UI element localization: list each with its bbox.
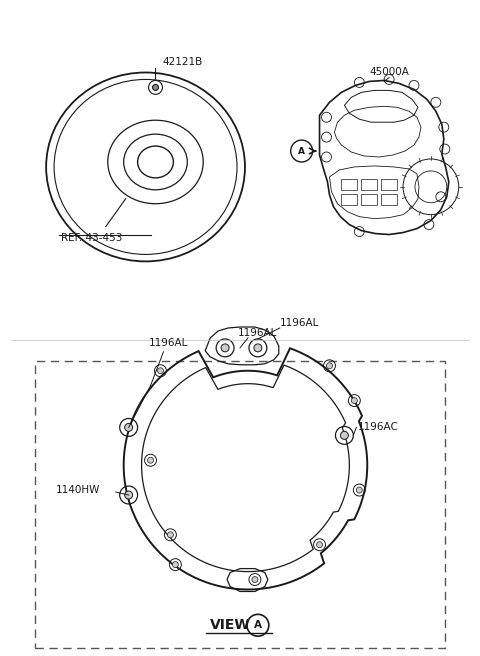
- Text: 42121B: 42121B: [162, 56, 203, 66]
- Bar: [35, 361, 445, 647]
- Circle shape: [252, 577, 258, 583]
- Circle shape: [125, 423, 132, 432]
- Text: 45000A: 45000A: [369, 68, 409, 77]
- Circle shape: [125, 491, 132, 499]
- Circle shape: [340, 432, 348, 440]
- Bar: [381, 179, 397, 190]
- Text: 1196AL: 1196AL: [148, 338, 188, 348]
- Text: REF. 43-453: REF. 43-453: [61, 233, 122, 243]
- Circle shape: [147, 457, 154, 463]
- Bar: [361, 179, 377, 190]
- Bar: [341, 179, 357, 190]
- Text: 1196AC: 1196AC: [357, 422, 398, 432]
- Circle shape: [157, 368, 164, 374]
- Circle shape: [356, 487, 362, 493]
- Text: A: A: [254, 621, 262, 630]
- Bar: [381, 194, 397, 205]
- Circle shape: [254, 344, 262, 352]
- Bar: [361, 194, 377, 205]
- Circle shape: [168, 532, 173, 538]
- Text: 1140HW: 1140HW: [56, 485, 100, 495]
- Circle shape: [326, 363, 333, 369]
- Circle shape: [172, 562, 179, 567]
- Circle shape: [153, 85, 158, 91]
- Bar: [341, 194, 357, 205]
- Circle shape: [351, 398, 357, 403]
- Circle shape: [316, 542, 323, 548]
- Circle shape: [221, 344, 229, 352]
- Text: 1196AL: 1196AL: [280, 318, 319, 328]
- Text: VIEW: VIEW: [210, 618, 251, 632]
- Text: 1196AL: 1196AL: [238, 328, 277, 338]
- Text: A: A: [298, 146, 305, 155]
